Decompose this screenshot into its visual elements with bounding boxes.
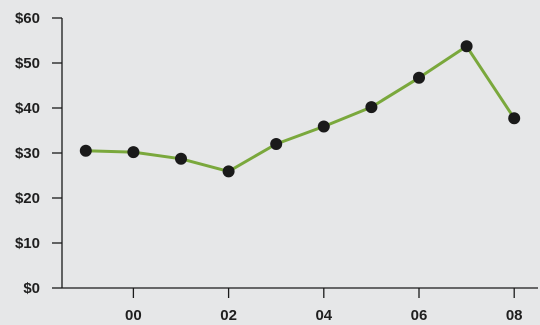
y-tick-label: $30 <box>15 145 40 162</box>
x-tick-label: 08 <box>506 307 523 324</box>
y-tick-label: $20 <box>15 190 40 207</box>
data-point <box>222 165 235 178</box>
x-tick-label: 02 <box>220 307 237 324</box>
series-line <box>84 44 516 173</box>
axes: $0 $10 $20 $30 $40 $50 $60 00 02 04 06 08 <box>15 10 538 324</box>
x-tick-label: 00 <box>125 307 142 324</box>
data-point <box>317 120 330 133</box>
series-layer <box>79 40 521 178</box>
data-point <box>270 138 283 150</box>
data-point <box>175 152 187 165</box>
y-tick-label: $10 <box>15 235 40 252</box>
data-point <box>460 40 473 53</box>
y-tick-label: $50 <box>15 55 40 72</box>
y-tick-label: $40 <box>15 100 40 117</box>
data-point <box>79 144 92 157</box>
y-tick-label: $0 <box>23 280 40 297</box>
data-point <box>365 101 378 114</box>
y-tick-label: $60 <box>15 10 40 27</box>
x-tick-label: 04 <box>315 307 332 324</box>
data-point <box>413 71 425 84</box>
x-tick-label: 06 <box>411 307 428 324</box>
data-point <box>508 112 521 125</box>
data-point <box>127 146 140 159</box>
